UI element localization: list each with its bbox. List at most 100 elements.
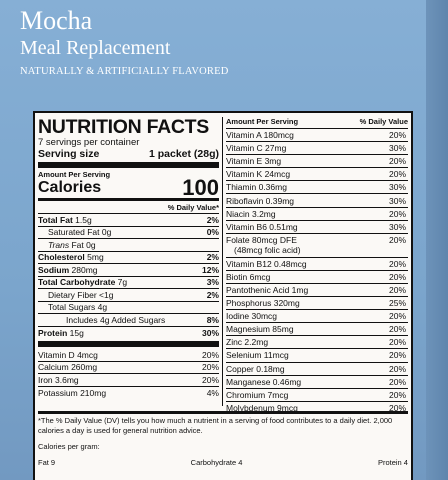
vitamin-dv: 20% — [388, 284, 406, 295]
vitamin-dv: 20% — [388, 363, 406, 374]
servings-per-container: 7 servings per container — [38, 137, 140, 148]
vitamin-name: Thiamin 0.36mg — [226, 182, 287, 193]
vitamin-dv: 20% — [388, 403, 406, 414]
nutrient-row-saturated-fat: Saturated Fat 0g 0% — [38, 227, 219, 239]
vitamin-row: Vitamin A 180mcg 20% — [226, 129, 408, 143]
vitamin-row: Phosphorus 320mg 25% — [226, 297, 408, 311]
vitamin-name: Molybdenum 9mcg — [226, 403, 298, 414]
calories-per-gram: Calories per gram: Fat 9 Carbohydrate 4 … — [38, 442, 408, 468]
serving-size-label: Serving size — [38, 148, 100, 160]
vitamin-dv: 30% — [388, 221, 406, 232]
vitamin-dv: 20% — [388, 376, 406, 387]
divider-thick — [38, 162, 219, 168]
calories-label: Calories — [38, 179, 102, 196]
nutrient-row-potassium: Potassium 210mg 4% — [38, 387, 219, 398]
nutrient-row-total-sugars: Total Sugars 4g — [38, 302, 219, 314]
amount-per-serving: Amount Per Serving — [38, 170, 111, 179]
vitamin-name: Vitamin A 180mcg — [226, 130, 294, 141]
nutrient-row-sodium: Sodium 280mg 12% — [38, 264, 219, 277]
vitamin-name: Vitamin K 24mcg — [226, 169, 291, 180]
nutrient-row-protein: Protein 15g 30% — [38, 327, 219, 338]
vitamin-row: Manganese 0.46mg 20% — [226, 376, 408, 389]
vitamin-row: Selenium 11mcg 20% — [226, 349, 408, 363]
daily-value-header: % Daily Value* — [38, 202, 219, 214]
vitamin-name: Magnesium 85mg — [226, 324, 294, 335]
nutrient-row-trans-fat: Trans Fat 0g — [38, 239, 219, 252]
vitamin-name: Iodine 30mcg — [226, 311, 278, 322]
vitamin-list: Vitamin A 180mcg 20% Vitamin C 27mg 30% Vita… — [226, 129, 408, 415]
calories-per-gram-values: Fat 9 Carbohydrate 4 Protein 4 — [38, 458, 408, 468]
nutrient-row-cholesterol: Cholesterol 5mg 2% — [38, 252, 219, 264]
divider-medium — [38, 198, 219, 201]
vitamin-row: Vitamin E 3mg 20% — [226, 155, 408, 169]
vitamin-row: Molybdenum 9mcg 20% — [226, 402, 408, 415]
vitamin-row: Pantothenic Acid 1mg 20% — [226, 284, 408, 298]
vitamin-row: Riboflavin 0.39mg 30% — [226, 194, 408, 208]
flavor-statement: NATURALLY & ARTIFICIALLY FLAVORED — [20, 66, 229, 77]
vitamin-row: Vitamin K 24mcg 20% — [226, 168, 408, 182]
vitamin-row: Biotin 6mcg 20% — [226, 271, 408, 284]
serving-size-row: Serving size 1 packet (28g) — [38, 148, 219, 160]
vitamin-row: Vitamin C 27mg 30% — [226, 142, 408, 156]
vitamin-row: Folate 80mcg DFE (48mcg folic acid) 20% — [226, 234, 408, 258]
nutrient-row-calcium: Calcium 260mg 20% — [38, 362, 219, 374]
facts-right-column: Amount Per Serving % Daily Value Vitamin… — [226, 117, 408, 415]
vitamin-dv: 20% — [388, 337, 406, 348]
vitamin-row: Iodine 30mcg 20% — [226, 310, 408, 324]
vitamin-dv: 30% — [388, 143, 406, 154]
vitamin-dv: 25% — [388, 298, 406, 309]
protein-per-gram: Protein 4 — [377, 458, 408, 467]
vitamin-name: Chromium 7mcg — [226, 389, 289, 400]
vitamin-row: Chromium 7mcg 20% — [226, 389, 408, 402]
divider-footnote — [38, 411, 408, 414]
vitamin-dv: 20% — [388, 350, 406, 361]
product-subtitle: Meal Replacement — [20, 37, 171, 59]
nutrient-row-dietary-fiber: Dietary Fiber <1g 2% — [38, 289, 219, 302]
fat-per-gram: Fat 9 — [38, 458, 56, 467]
vitamin-dv: 20% — [388, 389, 406, 400]
vitamin-name: Vitamin B6 0.51mg — [226, 221, 298, 232]
vitamin-dv: 20% — [388, 324, 406, 335]
facts-title: NUTRITION FACTS — [38, 116, 209, 138]
vitamin-name: Folate 80mcg DFE (48mcg folic acid) — [226, 234, 301, 255]
package-side — [426, 0, 448, 480]
nutrient-row-vitamin-d: Vitamin D 4mcg 20% — [38, 349, 219, 362]
vitamin-name: Pantothenic Acid 1mg — [226, 284, 309, 295]
carb-per-gram: Carbohydrate 4 — [190, 458, 243, 467]
nutrient-row-total-fat: Total Fat 1.5g 2% — [38, 214, 219, 227]
vitamin-name: Riboflavin 0.39mg — [226, 195, 295, 206]
vitamin-dv: 30% — [388, 195, 406, 206]
vitamin-name: Biotin 6mcg — [226, 271, 271, 282]
vitamin-name: Manganese 0.46mg — [226, 376, 302, 387]
vitamin-row: Vitamin B6 0.51mg 30% — [226, 221, 408, 234]
vitamin-dv: 20% — [388, 311, 406, 322]
product-title: Mocha — [20, 6, 93, 35]
vitamin-row: Vitamin B12 0.48mcg 20% — [226, 258, 408, 271]
nutrition-facts-panel: NUTRITION FACTS 7 servings per container… — [33, 111, 413, 480]
serving-size-value: 1 packet (28g) — [148, 148, 219, 160]
calories-value: 100 — [182, 175, 219, 200]
calories-per-gram-label: Calories per gram: — [38, 442, 100, 451]
vitamin-name: Zinc 2.2mg — [226, 337, 269, 348]
calories-row: Calories 100 — [38, 175, 219, 200]
vitamin-row: Thiamin 0.36mg 30% — [226, 181, 408, 195]
vitamin-name: Niacin 3.2mg — [226, 208, 276, 219]
vitamin-dv: 20% — [388, 130, 406, 141]
nutrient-row-total-carbohydrate: Total Carbohydrate 7g 3% — [38, 277, 219, 289]
vitamin-row: Zinc 2.2mg 20% — [226, 336, 408, 350]
vitamin-name: Vitamin E 3mg — [226, 156, 282, 167]
vitamin-name: Vitamin C 27mg — [226, 143, 287, 154]
vitamin-dv: 20% — [388, 156, 406, 167]
nutrient-row-added-sugars: Includes 4g Added Sugars 8% — [38, 314, 219, 327]
vitamin-row: Niacin 3.2mg 20% — [226, 208, 408, 221]
product-header: Mocha Meal Replacement NATURALLY & ARTIF… — [20, 6, 229, 77]
vitamin-dv: 30% — [388, 182, 406, 193]
nutrient-row-iron: Iron 3.6mg 20% — [38, 374, 219, 387]
vitamin-dv: 20% — [388, 234, 406, 245]
facts-left-column: NUTRITION FACTS 7 servings per container… — [38, 117, 219, 399]
daily-value-footnote: *The % Daily Value (DV) tells you how mu… — [38, 416, 393, 435]
vitamins-header: Amount Per Serving % Daily Value — [226, 117, 408, 129]
vitamin-dv: 20% — [388, 258, 406, 269]
divider-thick — [38, 341, 219, 347]
vitamin-dv: 20% — [388, 271, 406, 282]
